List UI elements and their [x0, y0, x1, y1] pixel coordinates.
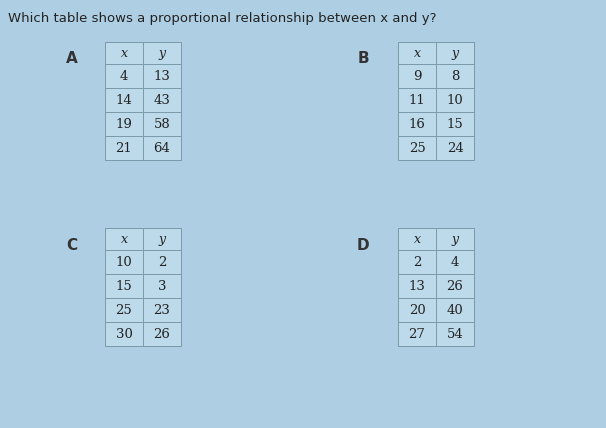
Bar: [143, 274, 181, 298]
Text: 10: 10: [447, 93, 464, 107]
Text: y: y: [158, 232, 165, 246]
Bar: [398, 298, 436, 322]
Text: B: B: [357, 51, 369, 65]
Bar: [143, 42, 181, 64]
Bar: [398, 228, 436, 250]
Bar: [105, 274, 143, 298]
Text: 20: 20: [408, 303, 425, 316]
Text: A: A: [66, 51, 78, 65]
Bar: [143, 298, 181, 322]
Text: x: x: [413, 232, 421, 246]
Text: D: D: [357, 238, 369, 253]
Bar: [105, 322, 143, 346]
Text: 3: 3: [158, 279, 166, 292]
Text: y: y: [158, 47, 165, 59]
Bar: [436, 274, 474, 298]
Text: x: x: [413, 47, 421, 59]
Bar: [105, 42, 143, 64]
Text: 30: 30: [116, 327, 133, 341]
Text: 64: 64: [153, 142, 170, 155]
Bar: [143, 250, 181, 274]
Bar: [398, 322, 436, 346]
Text: 8: 8: [451, 69, 459, 83]
Text: x: x: [121, 47, 127, 59]
Text: 15: 15: [447, 118, 464, 131]
Text: 15: 15: [116, 279, 132, 292]
Text: 4: 4: [451, 256, 459, 268]
Bar: [398, 274, 436, 298]
Text: 21: 21: [116, 142, 132, 155]
Text: 26: 26: [447, 279, 464, 292]
Text: 40: 40: [447, 303, 464, 316]
Bar: [436, 250, 474, 274]
Text: 58: 58: [154, 118, 170, 131]
Bar: [105, 64, 143, 88]
Text: y: y: [451, 47, 459, 59]
Text: 2: 2: [413, 256, 421, 268]
Bar: [105, 250, 143, 274]
Text: 13: 13: [408, 279, 425, 292]
Bar: [436, 136, 474, 160]
Bar: [436, 298, 474, 322]
Text: 25: 25: [116, 303, 132, 316]
Bar: [398, 42, 436, 64]
Text: 23: 23: [153, 303, 170, 316]
Bar: [436, 322, 474, 346]
Bar: [436, 228, 474, 250]
Text: C: C: [67, 238, 78, 253]
Bar: [398, 136, 436, 160]
Text: 9: 9: [413, 69, 421, 83]
Text: 26: 26: [153, 327, 170, 341]
Bar: [105, 298, 143, 322]
Bar: [105, 228, 143, 250]
Bar: [143, 136, 181, 160]
Text: 43: 43: [153, 93, 170, 107]
Bar: [143, 228, 181, 250]
Bar: [398, 112, 436, 136]
Text: 24: 24: [447, 142, 464, 155]
Bar: [105, 88, 143, 112]
Text: 25: 25: [408, 142, 425, 155]
Bar: [436, 42, 474, 64]
Bar: [143, 64, 181, 88]
Text: Which table shows a proportional relationship between x and y?: Which table shows a proportional relatio…: [8, 12, 436, 25]
Text: 54: 54: [447, 327, 464, 341]
Bar: [143, 88, 181, 112]
Text: 2: 2: [158, 256, 166, 268]
Text: 4: 4: [120, 69, 128, 83]
Text: 16: 16: [408, 118, 425, 131]
Bar: [436, 88, 474, 112]
Text: 19: 19: [116, 118, 133, 131]
Text: y: y: [451, 232, 459, 246]
Bar: [436, 112, 474, 136]
Text: x: x: [121, 232, 127, 246]
Bar: [143, 112, 181, 136]
Bar: [105, 112, 143, 136]
Bar: [436, 64, 474, 88]
Text: 11: 11: [408, 93, 425, 107]
Bar: [398, 250, 436, 274]
Bar: [398, 64, 436, 88]
Text: 14: 14: [116, 93, 132, 107]
Text: 13: 13: [153, 69, 170, 83]
Text: 27: 27: [408, 327, 425, 341]
Bar: [143, 322, 181, 346]
Bar: [398, 88, 436, 112]
Text: 10: 10: [116, 256, 132, 268]
Bar: [105, 136, 143, 160]
